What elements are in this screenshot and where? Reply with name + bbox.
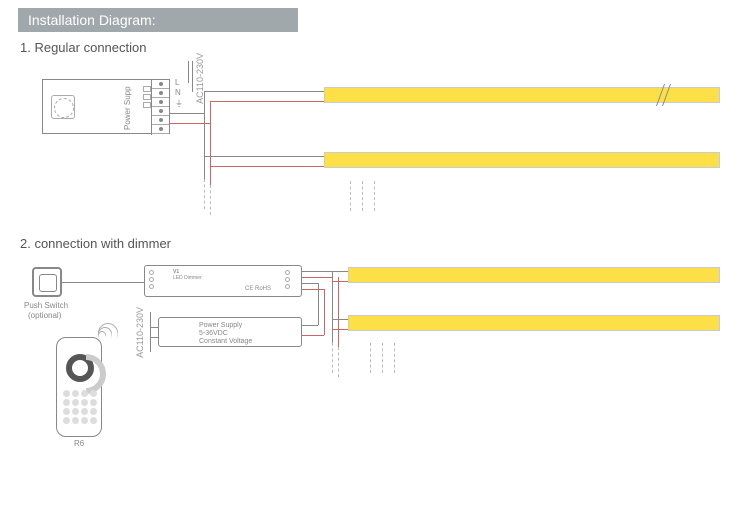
led-strip-4 [348,315,720,331]
wire-dc1 [170,113,204,114]
push-switch-label: Push Switch [24,301,68,310]
dimmer-name: LED Dimmer [173,275,202,281]
remote-dial-icon [66,354,94,382]
section2-title: 2. connection with dimmer [20,236,750,251]
section1-canvas: Power Supp L N ⏚ AC110-230V [0,61,750,206]
power-supply-2: Power Supply 5-36VDC Constant Voltage [158,317,302,347]
section2-canvas: Push Switch (optional) V1 LED Dimmer CE … [0,257,750,457]
led-strip-2 [324,152,720,168]
term-l: L [175,78,179,87]
term-n: N [175,88,181,97]
push-switch-icon [32,267,62,297]
psu-label: Power Supp [123,86,132,130]
power-supply-box: Power Supp [42,79,170,134]
strip-break-icon [660,84,674,106]
diagram-header: Installation Diagram: [18,8,298,32]
dimmer-box: V1 LED Dimmer CE RoHS [144,265,302,297]
remote-buttons [63,390,97,424]
remote-control [56,337,102,437]
terminal-block [151,80,169,135]
dimmer-cert: CE RoHS [245,286,271,292]
remote-label: R6 [74,439,84,448]
ac-label-2: AC110-230V [135,307,145,358]
header-title: Installation Diagram: [28,12,156,28]
led-strip-3 [348,267,720,283]
push-switch-opt: (optional) [28,311,61,320]
psu2-l1: Power Supply [199,322,242,329]
term-g: ⏚ [175,98,183,109]
psu2-l3: Constant Voltage [199,338,252,345]
section1-title: 1. Regular connection [20,40,750,55]
psu2-l2: 5-36VDC [199,330,228,337]
fan-icon [51,95,75,119]
